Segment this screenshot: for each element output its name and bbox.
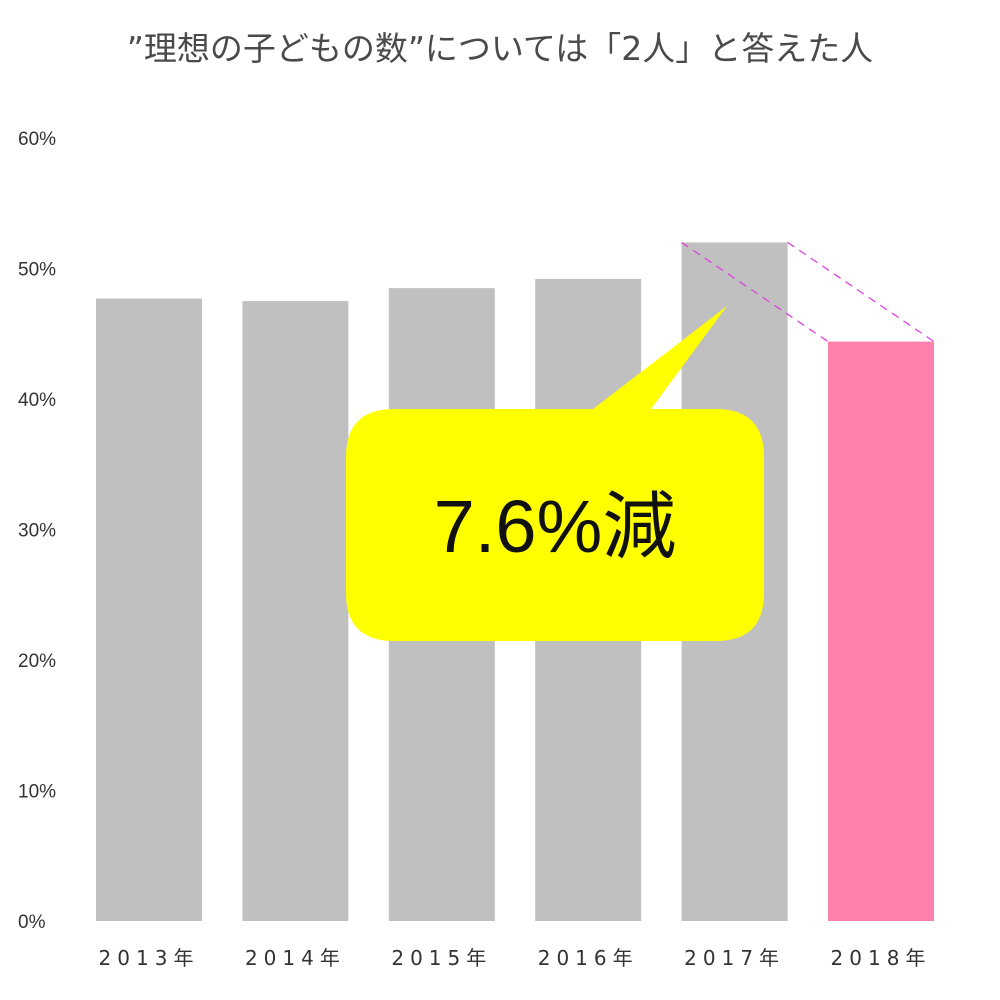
y-tick-label: 40% xyxy=(18,390,56,411)
callout-label: 7.6%減 xyxy=(434,485,677,568)
bar xyxy=(828,341,934,922)
y-tick-label: 10% xyxy=(18,782,56,803)
y-tick-label: 0% xyxy=(18,912,46,933)
y-tick-label: 20% xyxy=(18,651,56,672)
x-tick-label: 2014年 xyxy=(245,946,346,970)
x-tick-label: 2013年 xyxy=(99,946,200,970)
connector-line xyxy=(681,241,829,343)
y-tick-label: 60% xyxy=(18,129,56,150)
y-tick-label: 50% xyxy=(18,260,56,281)
x-tick-label: 2018年 xyxy=(831,946,932,970)
connector-layer xyxy=(681,241,935,343)
bar xyxy=(242,301,349,922)
y-axis: 0% 10% 20% 30% 40% 50% 60% xyxy=(18,129,56,933)
x-axis: 2013年 2014年 2015年 2016年 2017年 2018年 xyxy=(99,946,932,970)
y-tick-label: 30% xyxy=(18,521,56,542)
x-tick-label: 2016年 xyxy=(538,946,639,970)
bar xyxy=(96,298,202,921)
x-tick-label: 2017年 xyxy=(684,946,785,970)
callout-bubble xyxy=(346,306,764,641)
x-tick-label: 2015年 xyxy=(391,946,492,970)
connector-line xyxy=(787,241,935,343)
callout-layer: 7.6%減 xyxy=(346,306,764,641)
chart-title: ”理想の子どもの数”については「2人」と答えた人 xyxy=(127,29,874,68)
